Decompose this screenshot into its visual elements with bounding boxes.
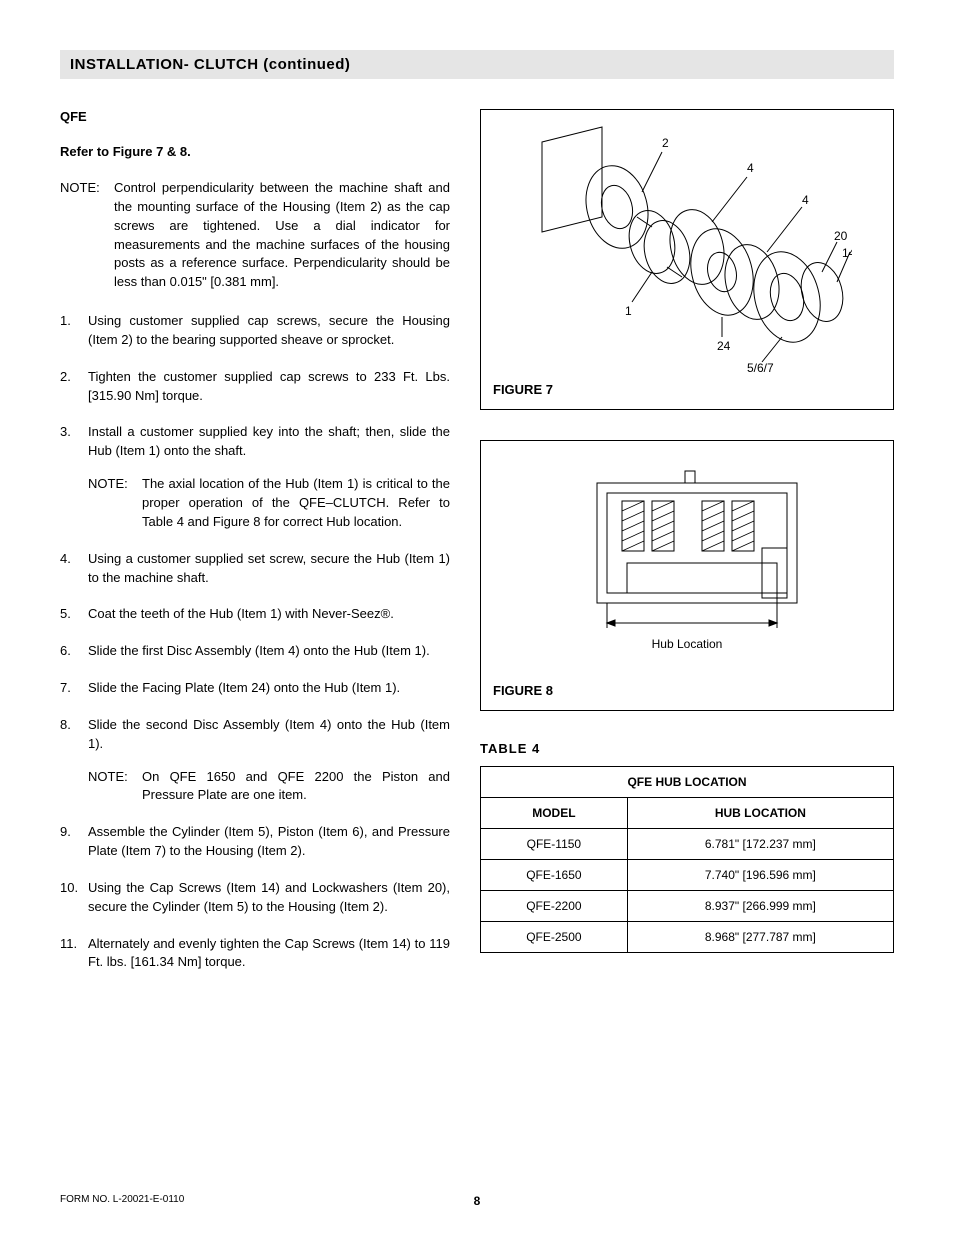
step-num: 11. xyxy=(60,935,88,973)
note-body: Control perpendicularity between the mac… xyxy=(114,179,450,292)
callout-567: 5/6/7 xyxy=(747,361,774,372)
step-num: 4. xyxy=(60,550,88,588)
intro-note: NOTE: Control perpendicularity between t… xyxy=(60,179,450,292)
refer-line: Refer to Figure 7 & 8. xyxy=(60,144,450,159)
right-column: 2 4 4 20 14 1 24 5/6/7 FIGURE 7 xyxy=(480,109,894,990)
step-item: 11.Alternately and evenly tighten the Ca… xyxy=(60,935,450,973)
step-body: Assemble the Cylinder (Item 5), Piston (… xyxy=(88,823,450,861)
step-body: Slide the second Disc Assembly (Item 4) … xyxy=(88,716,450,805)
figure-7: 2 4 4 20 14 1 24 5/6/7 FIGURE 7 xyxy=(480,109,894,410)
step-num: 2. xyxy=(60,368,88,406)
step-num: 5. xyxy=(60,605,88,624)
callout-20: 20 xyxy=(834,229,848,243)
step-body: Using a customer supplied set screw, sec… xyxy=(88,550,450,588)
step-item: 3.Install a customer supplied key into t… xyxy=(60,423,450,531)
step-num: 9. xyxy=(60,823,88,861)
step-body: Slide the Facing Plate (Item 24) onto th… xyxy=(88,679,450,698)
table4-title: TABLE 4 xyxy=(480,741,894,756)
step-body: Using the Cap Screws (Item 14) and Lockw… xyxy=(88,879,450,917)
note-label: NOTE: xyxy=(88,768,142,806)
table4-header-span: QFE HUB LOCATION xyxy=(481,767,894,798)
page-footer: FORM NO. L-20021-E-0110 8 xyxy=(60,1194,894,1205)
table4: QFE HUB LOCATION MODEL HUB LOCATION QFE-… xyxy=(480,766,894,953)
step-item: 6.Slide the first Disc Assembly (Item 4)… xyxy=(60,642,450,661)
table-row: QFE-16507.740" [196.596 mm] xyxy=(481,860,894,891)
left-column: QFE Refer to Figure 7 & 8. NOTE: Control… xyxy=(60,109,450,990)
cell-model: QFE-2500 xyxy=(481,922,628,953)
figure7-caption: FIGURE 7 xyxy=(493,382,881,397)
hub-location-label: Hub Location xyxy=(652,637,723,651)
figure-8: Hub Location FIGURE 8 xyxy=(480,440,894,711)
step-item: 5.Coat the teeth of the Hub (Item 1) wit… xyxy=(60,605,450,624)
step-body: Coat the teeth of the Hub (Item 1) with … xyxy=(88,605,450,624)
inner-note: NOTE:The axial location of the Hub (Item… xyxy=(88,475,450,532)
table-row: QFE-22008.937" [266.999 mm] xyxy=(481,891,894,922)
step-num: 8. xyxy=(60,716,88,805)
figure8-caption: FIGURE 8 xyxy=(493,683,881,698)
step-num: 6. xyxy=(60,642,88,661)
table-row: QFE-25008.968" [277.787 mm] xyxy=(481,922,894,953)
step-item: 8.Slide the second Disc Assembly (Item 4… xyxy=(60,716,450,805)
step-body: Install a customer supplied key into the… xyxy=(88,423,450,531)
cell-loc: 6.781" [172.237 mm] xyxy=(627,829,893,860)
note-body: On QFE 1650 and QFE 2200 the Piston and … xyxy=(142,768,450,806)
callout-24: 24 xyxy=(717,339,731,353)
callout-1: 1 xyxy=(625,304,632,318)
callout-4b: 4 xyxy=(802,193,809,207)
step-num: 7. xyxy=(60,679,88,698)
table4-col-loc: HUB LOCATION xyxy=(627,798,893,829)
step-item: 4.Using a customer supplied set screw, s… xyxy=(60,550,450,588)
step-body: Alternately and evenly tighten the Cap S… xyxy=(88,935,450,973)
step-item: 10.Using the Cap Screws (Item 14) and Lo… xyxy=(60,879,450,917)
step-body: Slide the first Disc Assembly (Item 4) o… xyxy=(88,642,450,661)
step-num: 3. xyxy=(60,423,88,531)
inner-note: NOTE:On QFE 1650 and QFE 2200 the Piston… xyxy=(88,768,450,806)
note-label: NOTE: xyxy=(88,475,142,532)
table4-col-model: MODEL xyxy=(481,798,628,829)
callout-4a: 4 xyxy=(747,161,754,175)
step-item: 2.Tighten the customer supplied cap scre… xyxy=(60,368,450,406)
figure7-svg: 2 4 4 20 14 1 24 5/6/7 xyxy=(522,122,852,372)
step-item: 9.Assemble the Cylinder (Item 5), Piston… xyxy=(60,823,450,861)
cell-loc: 8.937" [266.999 mm] xyxy=(627,891,893,922)
step-body: Tighten the customer supplied cap screws… xyxy=(88,368,450,406)
step-item: 7.Slide the Facing Plate (Item 24) onto … xyxy=(60,679,450,698)
cell-model: QFE-1650 xyxy=(481,860,628,891)
table-row: QFE-11506.781" [172.237 mm] xyxy=(481,829,894,860)
subsection-label: QFE xyxy=(60,109,450,124)
cell-loc: 7.740" [196.596 mm] xyxy=(627,860,893,891)
callout-14: 14 xyxy=(842,246,852,260)
page-number: 8 xyxy=(474,1194,481,1208)
section-header: INSTALLATION- CLUTCH (continued) xyxy=(60,50,894,79)
cell-model: QFE-1150 xyxy=(481,829,628,860)
cell-loc: 8.968" [277.787 mm] xyxy=(627,922,893,953)
callout-2: 2 xyxy=(662,136,669,150)
figure8-svg: Hub Location xyxy=(537,453,837,673)
note-body: The axial location of the Hub (Item 1) i… xyxy=(142,475,450,532)
step-num: 1. xyxy=(60,312,88,350)
steps-list: 1.Using customer supplied cap screws, se… xyxy=(60,312,450,972)
step-num: 10. xyxy=(60,879,88,917)
step-item: 1.Using customer supplied cap screws, se… xyxy=(60,312,450,350)
cell-model: QFE-2200 xyxy=(481,891,628,922)
note-label: NOTE: xyxy=(60,179,114,292)
form-number: FORM NO. L-20021-E-0110 xyxy=(60,1194,184,1205)
step-body: Using customer supplied cap screws, secu… xyxy=(88,312,450,350)
